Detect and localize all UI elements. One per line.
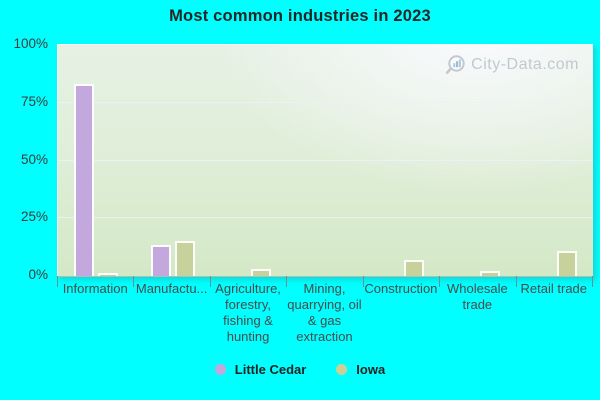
chart-title: Most common industries in 2023	[169, 7, 431, 25]
gridline-50	[58, 159, 593, 161]
x-tick	[209, 276, 211, 287]
bar-iowa-agriculture-forestry	[251, 269, 272, 276]
x-tick	[592, 276, 593, 287]
gridline-75	[58, 101, 593, 103]
x-label-manufactu: Manufactu...	[135, 281, 208, 296]
bar-iowa-construction	[403, 260, 424, 276]
y-tick-label-0: 0%	[28, 267, 48, 282]
legend-label-little-cedar: Little Cedar	[234, 362, 307, 377]
x-tick	[515, 276, 517, 287]
x-label-mining-quarrying-oil: Mining, quarrying, oil & gas extraction	[287, 281, 362, 344]
legend: Little Cedar Iowa	[0, 362, 600, 377]
x-label-wholesale-trade: Wholesale trade	[447, 281, 508, 312]
legend-dot-iowa	[336, 364, 348, 375]
x-tick	[133, 276, 135, 287]
legend-item-iowa: Iowa	[336, 362, 385, 377]
x-label-construction: Construction	[364, 281, 438, 296]
y-tick-label-50: 50%	[20, 151, 48, 167]
x-tick	[439, 276, 441, 287]
watermark-text: City-Data.com	[471, 56, 579, 73]
x-label-agriculture-forestry: Agriculture, forestry, fishing & hunting	[215, 281, 281, 344]
y-tick-label-25: 25%	[20, 209, 48, 225]
y-tick-label-100: 100%	[13, 36, 48, 51]
x-label-retail-trade: Retail trade	[520, 281, 588, 296]
y-tick-label-75: 75%	[20, 93, 48, 109]
plot-area: City-Data.com	[57, 44, 593, 277]
bar-little-cedar-manufactu	[150, 245, 171, 276]
x-tick	[286, 276, 288, 287]
legend-label-iowa: Iowa	[356, 362, 386, 377]
legend-dot-little-cedar	[214, 364, 226, 375]
legend-item-little-cedar: Little Cedar	[214, 362, 307, 377]
x-tick	[57, 276, 58, 287]
bar-iowa-retail-trade	[556, 251, 577, 276]
bar-iowa-information	[98, 273, 119, 276]
magnifier-bar-chart-icon	[445, 54, 467, 76]
bar-iowa-manufactu	[174, 241, 195, 276]
bar-iowa-wholesale-trade	[480, 271, 501, 276]
gridline-25	[58, 217, 593, 219]
x-label-information: Information	[62, 281, 128, 296]
bar-little-cedar-information	[74, 84, 95, 276]
x-tick	[362, 276, 364, 287]
watermark: City-Data.com	[445, 54, 579, 76]
